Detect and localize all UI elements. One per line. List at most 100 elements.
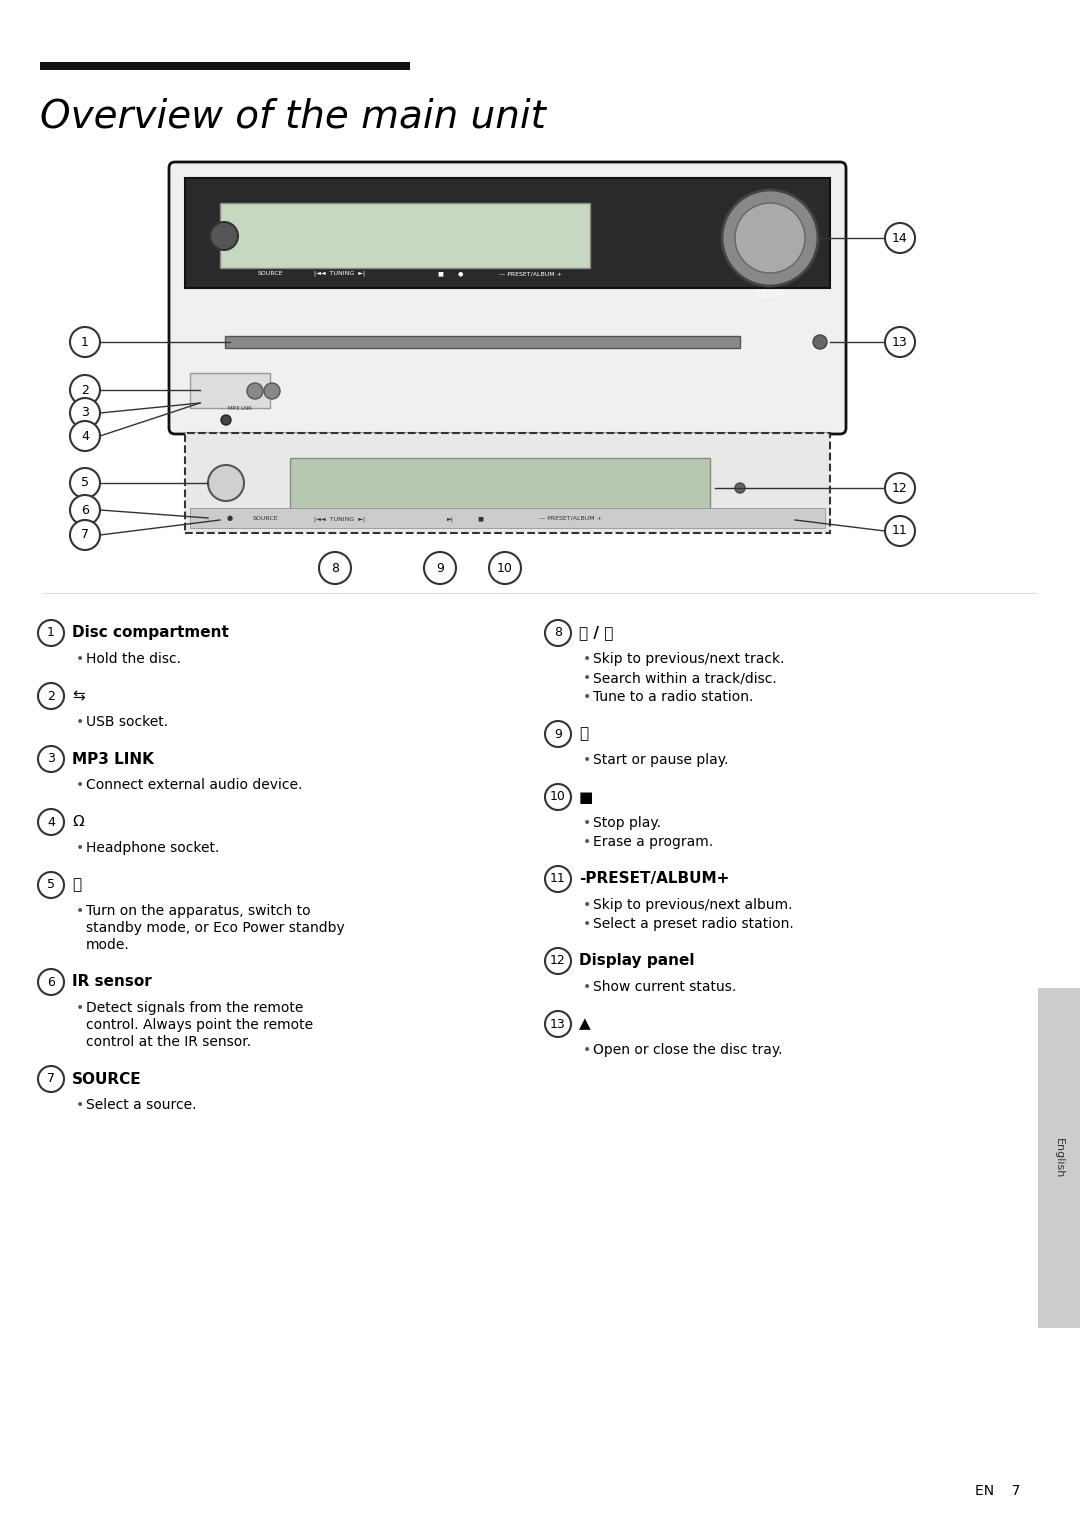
Text: 9: 9 <box>554 727 562 741</box>
Text: •: • <box>583 816 591 830</box>
Text: SOURCE: SOURCE <box>257 270 283 277</box>
Text: 2: 2 <box>81 384 89 396</box>
Text: 13: 13 <box>550 1018 566 1030</box>
Circle shape <box>38 808 64 834</box>
Circle shape <box>38 683 64 709</box>
Text: IR sensor: IR sensor <box>72 975 152 990</box>
FancyBboxPatch shape <box>168 162 846 434</box>
Bar <box>225 336 740 348</box>
Text: •: • <box>583 652 591 666</box>
Text: ⏯: ⏯ <box>579 726 589 741</box>
Text: ■: ■ <box>437 270 443 277</box>
Circle shape <box>70 468 100 498</box>
Text: 3: 3 <box>81 406 89 420</box>
Text: 12: 12 <box>550 955 566 967</box>
Text: ►|: ►| <box>446 516 454 521</box>
Text: ■: ■ <box>579 790 593 805</box>
Text: standby mode, or Eco Power standby: standby mode, or Eco Power standby <box>86 921 345 935</box>
Circle shape <box>38 872 64 898</box>
Circle shape <box>545 784 571 810</box>
Text: Overview of the main unit: Overview of the main unit <box>40 98 545 136</box>
Text: Headphone socket.: Headphone socket. <box>86 840 219 856</box>
Text: •: • <box>583 834 591 850</box>
Circle shape <box>70 520 100 550</box>
Text: Stop play.: Stop play. <box>593 816 661 830</box>
Text: mode.: mode. <box>86 938 130 952</box>
Text: — PRESET/ALBUM +: — PRESET/ALBUM + <box>539 516 602 521</box>
Text: English: English <box>1054 1138 1064 1178</box>
Text: Display panel: Display panel <box>579 953 694 969</box>
Text: ●: ● <box>227 515 233 521</box>
Text: MP3 LNK: MP3 LNK <box>228 406 252 411</box>
Circle shape <box>424 552 456 584</box>
Text: •: • <box>76 715 84 729</box>
Text: 7: 7 <box>81 529 89 541</box>
Text: 11: 11 <box>892 524 908 538</box>
Text: ▲: ▲ <box>579 1016 591 1031</box>
Text: •: • <box>76 840 84 856</box>
Text: Connect external audio device.: Connect external audio device. <box>86 778 302 792</box>
Text: 10: 10 <box>497 561 513 575</box>
Text: •: • <box>76 905 84 918</box>
Circle shape <box>70 422 100 451</box>
Text: Tune to a radio station.: Tune to a radio station. <box>593 691 754 704</box>
Bar <box>185 432 831 533</box>
Circle shape <box>264 384 280 399</box>
Circle shape <box>210 222 238 251</box>
Text: Disc compartment: Disc compartment <box>72 625 229 640</box>
Text: 9: 9 <box>436 561 444 575</box>
Text: 10: 10 <box>550 790 566 804</box>
Text: •: • <box>583 898 591 912</box>
Text: -PRESET/ALBUM+: -PRESET/ALBUM+ <box>579 871 729 886</box>
Text: MP3 LINK: MP3 LINK <box>72 752 153 767</box>
Circle shape <box>70 327 100 358</box>
Text: Turn on the apparatus, switch to: Turn on the apparatus, switch to <box>86 905 311 918</box>
Circle shape <box>247 384 264 399</box>
Circle shape <box>885 223 915 254</box>
Bar <box>1038 989 1080 1328</box>
Text: 5: 5 <box>48 879 55 891</box>
Text: •: • <box>583 671 591 685</box>
Text: •: • <box>583 691 591 704</box>
Text: Search within a track/disc.: Search within a track/disc. <box>593 671 777 685</box>
Text: Start or pause play.: Start or pause play. <box>593 753 728 767</box>
Text: |◄◄  TUNING  ►|: |◄◄ TUNING ►| <box>314 516 365 521</box>
Circle shape <box>885 327 915 358</box>
Text: •: • <box>583 979 591 995</box>
Circle shape <box>545 620 571 646</box>
Circle shape <box>38 969 64 995</box>
Circle shape <box>38 746 64 772</box>
Text: •: • <box>76 778 84 792</box>
Text: 7: 7 <box>48 1073 55 1085</box>
Circle shape <box>723 189 818 286</box>
Text: ⇆: ⇆ <box>72 689 84 703</box>
Text: Erase a program.: Erase a program. <box>593 834 713 850</box>
Text: 2: 2 <box>48 689 55 703</box>
Bar <box>190 373 270 408</box>
Text: 12: 12 <box>892 481 908 495</box>
Text: USB socket.: USB socket. <box>86 715 168 729</box>
Circle shape <box>885 516 915 545</box>
Text: Detect signals from the remote: Detect signals from the remote <box>86 1001 303 1015</box>
Text: •: • <box>583 917 591 931</box>
Text: control at the IR sensor.: control at the IR sensor. <box>86 1034 252 1050</box>
Text: |◄◄  TUNING  ►|: |◄◄ TUNING ►| <box>314 270 365 277</box>
Circle shape <box>38 620 64 646</box>
Text: VOLUME: VOLUME <box>754 290 786 299</box>
Text: Select a source.: Select a source. <box>86 1099 197 1112</box>
Text: ●: ● <box>457 270 462 277</box>
Text: •: • <box>583 753 591 767</box>
Text: 4: 4 <box>81 429 89 443</box>
Circle shape <box>70 374 100 405</box>
Text: ⏻: ⏻ <box>72 877 81 892</box>
Text: 4: 4 <box>48 816 55 828</box>
Text: Skip to previous/next album.: Skip to previous/next album. <box>593 898 793 912</box>
Bar <box>185 177 831 287</box>
Bar <box>40 63 410 70</box>
Text: 11: 11 <box>550 872 566 886</box>
Circle shape <box>885 474 915 503</box>
Text: Skip to previous/next track.: Skip to previous/next track. <box>593 652 784 666</box>
Circle shape <box>545 721 571 747</box>
Text: Hold the disc.: Hold the disc. <box>86 652 181 666</box>
Text: — PRESET/ALBUM +: — PRESET/ALBUM + <box>499 270 562 277</box>
